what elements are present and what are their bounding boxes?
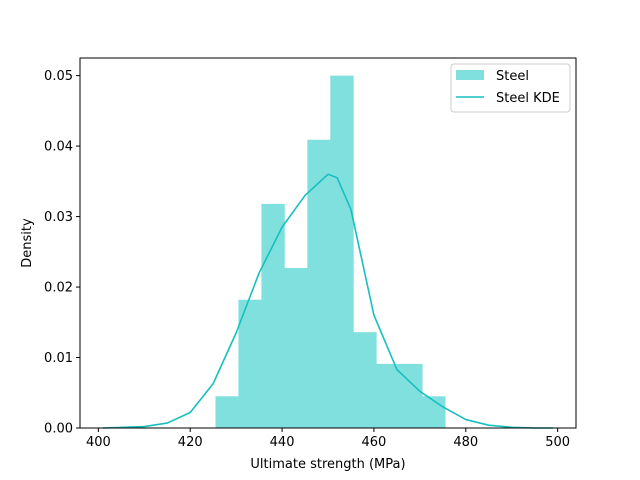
y-tick-label: 0.05: [44, 69, 73, 84]
legend-swatch-steel: [456, 70, 484, 80]
y-axis-label: Density: [20, 218, 35, 268]
histogram-bars: [215, 75, 446, 428]
y-axis-ticks: 0.00 0.01 0.02 0.03 0.04 0.05: [44, 69, 80, 437]
histogram-bar: [376, 363, 400, 428]
x-axis-label: Ultimate strength (MPa): [250, 457, 405, 472]
histogram-bar: [215, 396, 239, 428]
legend: Steel Steel KDE: [450, 63, 571, 113]
histogram-bar: [330, 75, 354, 428]
histogram-bar: [399, 363, 423, 428]
x-tick-label: 460: [362, 435, 387, 450]
histogram-bar: [307, 139, 331, 428]
histogram-bar: [353, 332, 377, 428]
y-tick-label: 0.03: [44, 210, 73, 225]
kde-line: [102, 173, 554, 429]
histogram-bar: [284, 268, 308, 428]
histogram-bar: [238, 299, 262, 428]
x-tick-label: 480: [453, 435, 478, 450]
y-tick-label: 0.04: [44, 140, 73, 155]
plot-frame: [79, 57, 577, 429]
x-tick-label: 400: [86, 435, 111, 450]
y-tick-label: 0.01: [44, 351, 73, 366]
x-axis-ticks: 400 420 440 460 480 500: [86, 428, 570, 450]
histogram-bar: [261, 203, 285, 428]
x-tick-label: 420: [178, 435, 203, 450]
x-tick-label: 440: [270, 435, 295, 450]
y-tick-label: 0.02: [44, 281, 73, 296]
legend-label-steel: Steel: [496, 69, 529, 84]
y-tick-label: 0.00: [44, 422, 73, 437]
legend-label-steel-kde: Steel KDE: [496, 91, 560, 106]
x-tick-label: 500: [545, 435, 570, 450]
